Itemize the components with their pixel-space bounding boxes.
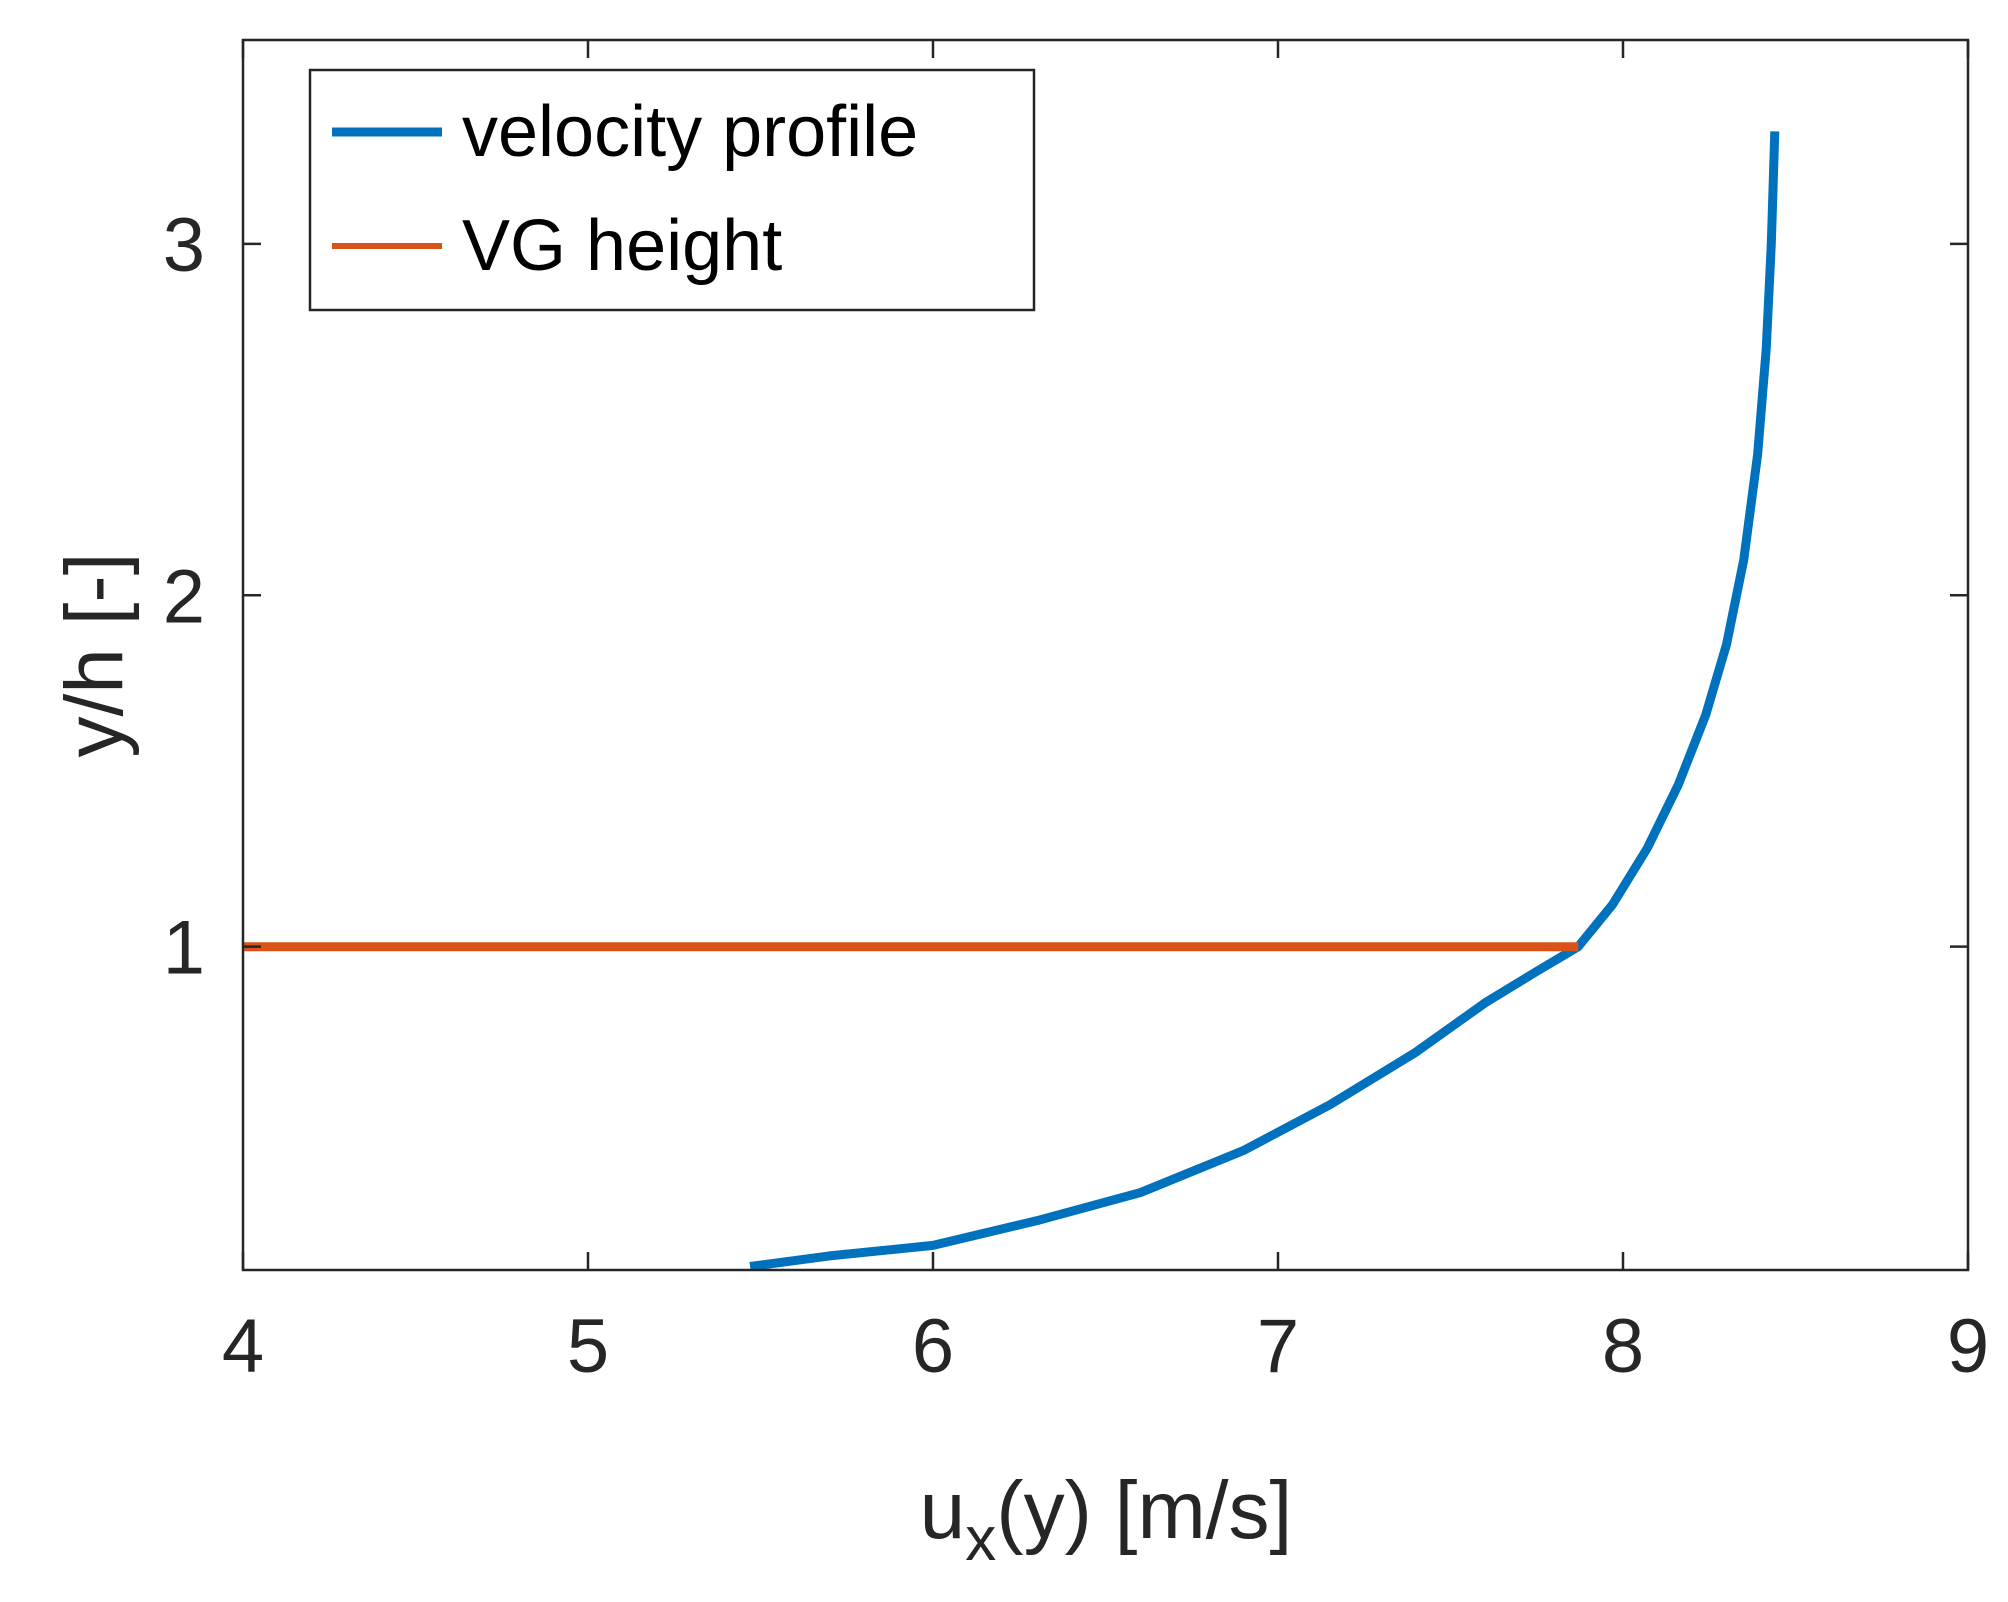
y-axis-label: y/h [-] [49, 552, 140, 757]
x-tick-label: 4 [222, 1304, 264, 1389]
legend-label-vg-height: VG height [462, 206, 782, 286]
x-axis-label-rest: (y) [m/s] [996, 1465, 1292, 1556]
x-axis-label-main: u [920, 1465, 966, 1556]
y-tick-label: 3 [163, 203, 205, 288]
legend-box [308, 68, 1036, 312]
x-tick-label: 7 [1257, 1304, 1299, 1389]
x-tick-label: 5 [567, 1304, 609, 1389]
legend: velocity profile VG height [308, 68, 1036, 312]
axis-ticks: 4 5 6 7 8 9 1 2 3 [163, 40, 1989, 1389]
legend-label-velocity-profile: velocity profile [462, 92, 918, 172]
x-axis-label: ux(y) [m/s] [920, 1465, 1293, 1574]
axes-box [241, 38, 1970, 1272]
x-tick-label: 6 [912, 1304, 954, 1389]
x-tick-label: 9 [1947, 1304, 1989, 1389]
y-tick-label: 1 [163, 906, 205, 991]
axes-frame [241, 38, 1970, 1272]
y-tick-label: 2 [163, 554, 205, 639]
x-tick-label: 8 [1602, 1304, 1644, 1389]
x-axis-label-subscript: x [965, 1505, 996, 1574]
series-layer [243, 131, 1780, 1271]
